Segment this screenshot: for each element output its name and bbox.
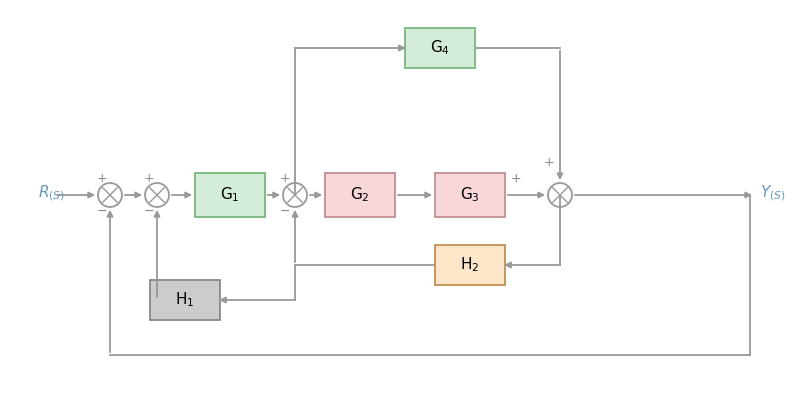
Text: −: − <box>280 205 290 217</box>
Text: Y$_{(S)}$: Y$_{(S)}$ <box>760 183 786 203</box>
Text: −: − <box>97 205 107 217</box>
Text: −: − <box>144 205 154 217</box>
Text: +: + <box>510 172 522 184</box>
Text: G$_1$: G$_1$ <box>220 186 240 204</box>
Text: H$_1$: H$_1$ <box>175 290 194 309</box>
Text: H$_2$: H$_2$ <box>460 256 480 275</box>
FancyBboxPatch shape <box>325 173 395 217</box>
Text: +: + <box>97 172 107 184</box>
Text: +: + <box>544 156 554 168</box>
Text: G$_3$: G$_3$ <box>460 186 480 204</box>
FancyBboxPatch shape <box>405 28 475 68</box>
FancyBboxPatch shape <box>150 280 220 320</box>
FancyBboxPatch shape <box>435 173 505 217</box>
Text: R$_{(S)}$: R$_{(S)}$ <box>38 183 65 203</box>
Text: G$_4$: G$_4$ <box>430 39 450 57</box>
Text: +: + <box>144 172 154 184</box>
FancyBboxPatch shape <box>435 245 505 285</box>
FancyBboxPatch shape <box>195 173 265 217</box>
Text: G$_2$: G$_2$ <box>350 186 370 204</box>
Text: +: + <box>280 172 290 184</box>
